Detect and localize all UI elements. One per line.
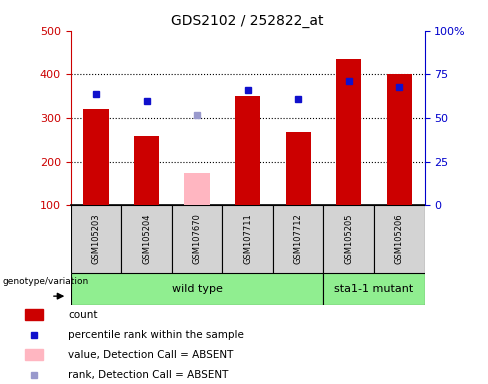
Text: value, Detection Call = ABSENT: value, Detection Call = ABSENT <box>68 349 234 359</box>
Text: rank, Detection Call = ABSENT: rank, Detection Call = ABSENT <box>68 369 229 379</box>
Bar <box>324 205 374 273</box>
Bar <box>184 173 210 205</box>
Bar <box>25 349 43 360</box>
Bar <box>285 132 311 205</box>
Bar <box>172 205 223 273</box>
Text: GSM105204: GSM105204 <box>142 214 151 264</box>
Bar <box>71 273 324 305</box>
Text: GSM105206: GSM105206 <box>395 214 404 264</box>
Bar <box>374 205 425 273</box>
Text: GSM105205: GSM105205 <box>344 214 353 264</box>
Text: count: count <box>68 310 98 320</box>
Bar <box>134 136 159 205</box>
Bar <box>386 74 412 205</box>
Bar <box>324 273 425 305</box>
Text: GSM107670: GSM107670 <box>193 214 202 265</box>
Text: sta1-1 mutant: sta1-1 mutant <box>334 284 414 294</box>
Bar <box>273 205 324 273</box>
Bar <box>336 59 362 205</box>
Bar <box>235 96 260 205</box>
Text: GSM107712: GSM107712 <box>294 214 303 265</box>
Bar <box>25 309 43 320</box>
Title: GDS2102 / 252822_at: GDS2102 / 252822_at <box>171 14 324 28</box>
Bar <box>71 205 122 273</box>
Text: wild type: wild type <box>172 284 223 294</box>
Text: percentile rank within the sample: percentile rank within the sample <box>68 330 244 340</box>
Text: GSM107711: GSM107711 <box>243 214 252 265</box>
Bar <box>122 205 172 273</box>
Bar <box>223 205 273 273</box>
Bar <box>83 109 109 205</box>
Text: genotype/variation: genotype/variation <box>2 277 88 286</box>
Text: GSM105203: GSM105203 <box>92 214 101 264</box>
